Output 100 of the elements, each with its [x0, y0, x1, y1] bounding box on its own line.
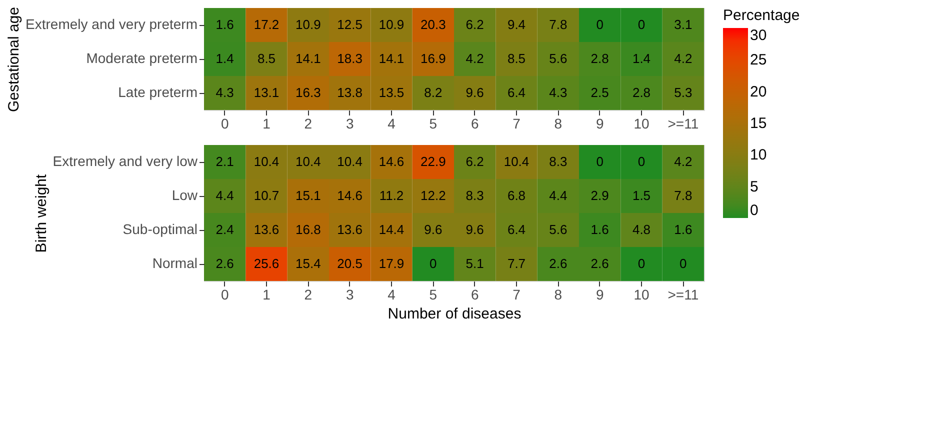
data-label: 13.6 — [337, 222, 362, 237]
data-label: 20.3 — [420, 17, 446, 32]
data-label: 15.4 — [296, 256, 321, 271]
data-label: 9.6 — [466, 85, 484, 100]
data-label: 6.2 — [466, 154, 484, 169]
data-label: 16.3 — [296, 85, 321, 100]
y-tick-label: Moderate preterm — [86, 50, 198, 66]
data-label: 1.6 — [674, 222, 692, 237]
data-label: 9.4 — [507, 17, 526, 32]
data-label: 8.5 — [257, 51, 276, 66]
data-label: 5.3 — [674, 85, 692, 100]
color-bar-label: 30 — [750, 27, 767, 44]
data-label: 14.1 — [296, 51, 321, 66]
data-label: 8.3 — [466, 188, 484, 203]
data-label: 10.4 — [504, 154, 530, 169]
data-label: 7.8 — [674, 188, 692, 203]
x-tick-label: 9 — [596, 286, 604, 302]
color-bar-label: 0 — [750, 202, 758, 219]
data-label: 12.5 — [337, 17, 362, 32]
data-label: 14.6 — [378, 154, 404, 169]
y-tick-label: Low — [172, 187, 198, 203]
data-label: 17.2 — [254, 17, 280, 32]
data-label: 4.2 — [674, 51, 692, 66]
x-tick-label: 5 — [429, 116, 438, 132]
data-label: 10.7 — [254, 188, 280, 203]
data-label: 1.4 — [632, 51, 651, 66]
data-label: 9.6 — [424, 222, 442, 237]
color-bar-label: 20 — [750, 83, 767, 100]
y-tick-label: Extremely and very preterm — [26, 16, 198, 32]
data-label: 0 — [430, 256, 437, 271]
data-label: 1.6 — [216, 17, 234, 32]
data-label: 12.2 — [420, 188, 446, 203]
y-tick-label: Late preterm — [118, 84, 198, 100]
x-tick-label: 6 — [470, 286, 479, 302]
data-label: 13.8 — [337, 85, 362, 100]
x-tick-label: 7 — [512, 116, 521, 132]
data-label: 16.8 — [296, 222, 321, 237]
data-label: 22.9 — [420, 154, 446, 169]
data-label: 13.6 — [254, 222, 280, 237]
data-label: 2.8 — [590, 51, 609, 66]
data-label: 2.6 — [590, 256, 609, 271]
x-tick-label: 6 — [470, 116, 479, 132]
data-label: 2.9 — [590, 188, 609, 203]
data-label: 4.4 — [216, 188, 234, 203]
data-label: 2.5 — [590, 85, 609, 100]
data-label: 1.4 — [216, 51, 234, 66]
data-label: 13.1 — [254, 85, 280, 100]
x-tick-label: 1 — [262, 286, 271, 302]
x-tick-label: 9 — [596, 116, 604, 132]
data-label: 2.8 — [632, 85, 651, 100]
data-label: 4.3 — [216, 85, 234, 100]
data-label: 13.5 — [378, 85, 404, 100]
data-label: 2.1 — [216, 154, 234, 169]
data-label: 6.4 — [507, 85, 526, 100]
data-label: 8.3 — [549, 154, 568, 169]
data-label: 4.4 — [549, 188, 568, 203]
x-tick-label: 3 — [346, 286, 354, 302]
data-label: 14.6 — [337, 188, 362, 203]
x-axis-title: Number of diseases — [388, 306, 522, 322]
data-label: 11.2 — [379, 188, 404, 203]
data-label: 5.1 — [466, 256, 484, 271]
data-label: 7.7 — [507, 256, 526, 271]
data-label: 25.6 — [254, 256, 280, 271]
data-label: 4.3 — [549, 85, 568, 100]
x-tick-label: >=11 — [668, 286, 699, 302]
data-label: 10.9 — [378, 17, 404, 32]
data-label: 15.1 — [296, 188, 321, 203]
data-label: 0 — [596, 154, 604, 169]
data-label: 1.6 — [590, 222, 609, 237]
x-tick-label: 0 — [220, 286, 229, 302]
x-tick-label: 8 — [554, 286, 562, 302]
data-label: 0 — [596, 17, 604, 32]
data-label: 6.8 — [507, 188, 526, 203]
y-axis-title: Birth weight — [32, 173, 50, 253]
x-tick-label: 5 — [429, 286, 438, 302]
data-label: 6.2 — [466, 17, 484, 32]
x-tick-label: 4 — [388, 116, 396, 132]
data-label: 2.4 — [216, 222, 234, 237]
data-label: 14.4 — [378, 222, 404, 237]
data-label: 0 — [638, 17, 646, 32]
x-tick-label: 2 — [304, 286, 312, 302]
data-label: 8.5 — [507, 51, 526, 66]
x-tick-label: >=11 — [668, 116, 699, 132]
y-axis-title: Gestational age — [6, 6, 23, 112]
x-tick-label: 7 — [512, 286, 521, 302]
x-tick-label: 8 — [554, 116, 562, 132]
x-tick-label: 4 — [388, 286, 396, 302]
y-tick-label: Normal — [152, 255, 198, 271]
data-label: 2.6 — [549, 256, 568, 271]
color-bar-label: 15 — [750, 115, 767, 132]
data-label: 3.1 — [674, 17, 692, 32]
legend-title: Percentage — [723, 7, 800, 24]
data-label: 5.6 — [549, 222, 568, 237]
data-label: 10.9 — [296, 17, 321, 32]
data-label: 4.2 — [674, 154, 692, 169]
data-label: 8.2 — [424, 85, 442, 100]
x-tick-label: 0 — [220, 116, 229, 132]
data-label: 1.5 — [632, 188, 651, 203]
x-tick-label: 10 — [634, 116, 650, 132]
data-label: 0 — [680, 256, 687, 271]
